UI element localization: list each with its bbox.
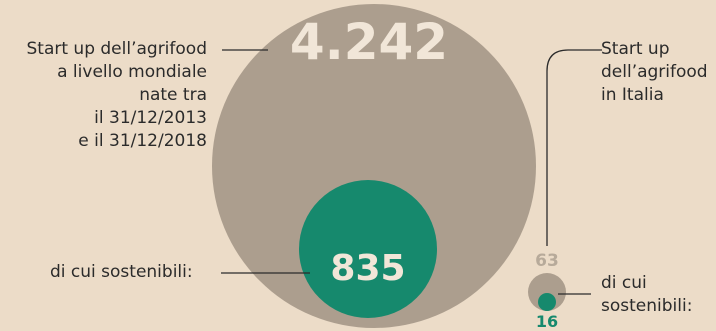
world-label-line-2: a livello mondiale <box>0 61 207 84</box>
italy-sustainable-number: 16 <box>517 313 577 331</box>
italy-label-line-3: in Italia <box>601 84 708 107</box>
italy-total-leader-line <box>547 50 602 246</box>
italy-sustainable-label: di cui sostenibili: <box>601 272 692 318</box>
italy-sustainable-line-1: di cui <box>601 272 692 295</box>
italy-label-line-1: Start up <box>601 38 708 61</box>
world-label-line-4: il 31/12/2013 <box>0 107 207 130</box>
world-total-number: 4.242 <box>274 12 464 72</box>
italy-total-label: Start up dell’agrifood in Italia <box>601 38 708 107</box>
italy-sustainable-circle <box>538 293 556 311</box>
world-total-label: Start up dell’agrifood a livello mondial… <box>0 38 207 153</box>
italy-label-line-2: dell’agrifood <box>601 61 708 84</box>
world-label-line-3: nate tra <box>0 84 207 107</box>
world-label-line-5: e il 31/12/2018 <box>0 130 207 153</box>
italy-total-number: 63 <box>517 251 577 271</box>
world-label-line-1: Start up dell’agrifood <box>0 38 207 61</box>
world-sustainable-number: 835 <box>308 247 428 291</box>
italy-sustainable-line-2: sostenibili: <box>601 295 692 318</box>
world-sustainable-label: di cui sostenibili: <box>50 261 193 284</box>
